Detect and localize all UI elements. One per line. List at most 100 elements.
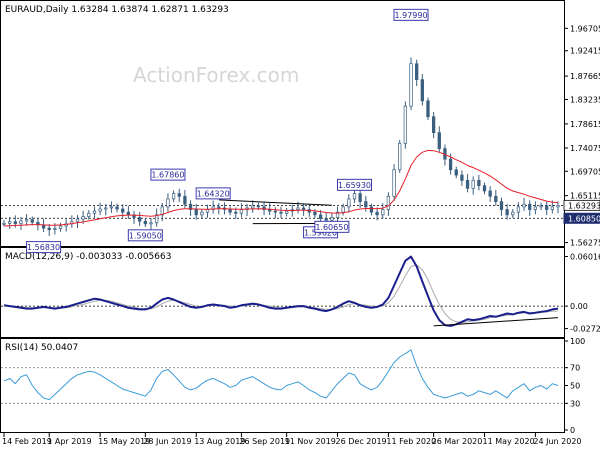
price-candle-body	[138, 217, 141, 221]
price-candle-body	[280, 212, 283, 213]
price-candle-body	[110, 207, 113, 208]
price-candle-body	[404, 106, 407, 143]
price-annotation-label: 1.64320	[197, 189, 230, 198]
price-candle-body	[82, 216, 85, 219]
price-candle-body	[432, 117, 435, 133]
price-candle-body	[121, 209, 124, 212]
price-candle-body	[489, 191, 492, 196]
price-candle-body	[178, 194, 181, 197]
price-candle-body	[393, 170, 396, 197]
rsi-y-tick-label: 50	[570, 382, 580, 391]
price-candle-body	[206, 210, 209, 213]
price-candle-body	[387, 196, 390, 209]
x-tick-label: 26 Dec 2019	[336, 437, 387, 446]
price-candle-body	[297, 208, 300, 210]
watermark: ActionForex.com	[133, 63, 299, 87]
rsi-y-tick-label: 100	[570, 337, 585, 346]
price-candle-body	[314, 212, 317, 215]
price-candle-body	[116, 207, 119, 209]
price-candle-body	[274, 211, 277, 212]
price-candle-body	[483, 186, 486, 191]
price-candle-body	[455, 170, 458, 175]
price-candle-body	[93, 211, 96, 213]
price-candle-body	[218, 207, 221, 208]
price-candle-body	[184, 196, 187, 204]
price-candle-body	[353, 194, 356, 199]
price-candle-body	[511, 212, 514, 215]
price-candle-body	[500, 202, 503, 210]
price-candle-body	[285, 211, 288, 213]
price-candle-body	[59, 226, 62, 229]
price-candle-body	[495, 196, 498, 201]
price-candle-body	[381, 210, 384, 215]
rsi-y-tick-label: 70	[570, 364, 580, 373]
rsi-y-tick-label: 0	[570, 426, 575, 435]
price-candle-body	[54, 229, 57, 230]
price-candle-body	[104, 208, 107, 209]
x-tick-label: 24 Jun 2020	[533, 437, 581, 446]
price-candle-body	[534, 207, 537, 210]
price-annotation-label: 1.56830	[27, 243, 60, 252]
price-y-tick-label: 1.69705	[570, 167, 600, 176]
price-hline-label: 1.60850	[568, 214, 600, 223]
x-tick-label: 26 Mar 2020	[432, 437, 483, 446]
price-candle-body	[8, 222, 11, 224]
price-candle-body	[370, 207, 373, 212]
macd-header: MACD(12,26,9) -0.003033 -0.005663	[5, 252, 171, 262]
price-annotation-label: 1.60650	[315, 223, 348, 232]
price-y-tick-label: 1.92415	[570, 47, 600, 56]
price-candle-body	[523, 204, 526, 207]
price-candle-body	[150, 223, 153, 224]
price-candle-body	[449, 159, 452, 170]
price-candle-body	[376, 212, 379, 215]
price-candle-body	[342, 207, 345, 212]
price-candle-body	[127, 212, 130, 215]
price-candle-body	[48, 228, 51, 230]
price-candle-body	[251, 206, 254, 208]
macd-y-tick-label: 0.060165	[570, 252, 600, 261]
x-tick-label: 11 Feb 2020	[386, 437, 436, 446]
price-candle-body	[557, 205, 560, 207]
price-candle-body	[551, 207, 554, 210]
price-candle-body	[144, 221, 147, 224]
price-y-tick-label: 1.78615	[570, 120, 600, 129]
price-candle-body	[325, 219, 328, 221]
price-candle-body	[172, 194, 175, 199]
x-tick-label: 1 Apr 2019	[47, 437, 91, 446]
price-annotation-label: 1.67860	[151, 171, 184, 180]
x-tick-label: 26 Sep 2019	[239, 437, 290, 446]
price-candle-body	[478, 180, 481, 185]
x-tick-label: 11 May 2020	[483, 437, 535, 446]
rsi-header: RSI(14) 50.0407	[5, 343, 78, 353]
price-header: EURAUD,Daily 1.63284 1.63874 1.62871 1.6…	[5, 5, 229, 15]
price-candle-body	[87, 213, 90, 216]
price-candle-body	[234, 212, 237, 213]
price-candle-body	[76, 219, 79, 222]
x-tick-label: 28 Jun 2019	[143, 437, 191, 446]
price-candle-body	[302, 208, 305, 210]
price-candle-body	[359, 194, 362, 202]
price-candle-body	[438, 133, 441, 149]
price-candle-body	[466, 180, 469, 188]
price-candle-body	[257, 206, 260, 207]
price-candle-body	[348, 199, 351, 207]
price-candle-body	[427, 101, 430, 117]
x-tick-label: 13 Aug 2019	[194, 437, 245, 446]
price-candle-body	[31, 220, 34, 223]
price-candle-body	[540, 206, 543, 207]
price-annotation-label: 1.59050	[129, 231, 162, 240]
price-annotation-label: 1.97990	[394, 11, 427, 20]
price-y-tick-label: 1.74075	[570, 144, 600, 153]
price-candle-body	[3, 223, 6, 224]
price-candle-body	[167, 199, 170, 207]
price-y-tick-label: 1.83235	[570, 96, 600, 105]
price-candle-body	[545, 206, 548, 210]
price-candle-body	[331, 217, 334, 220]
price-y-tick-label: 1.96705	[570, 24, 600, 33]
price-candle-body	[517, 207, 520, 212]
price-y-tick-label: 1.65115	[570, 192, 600, 201]
price-candle-body	[472, 180, 475, 188]
